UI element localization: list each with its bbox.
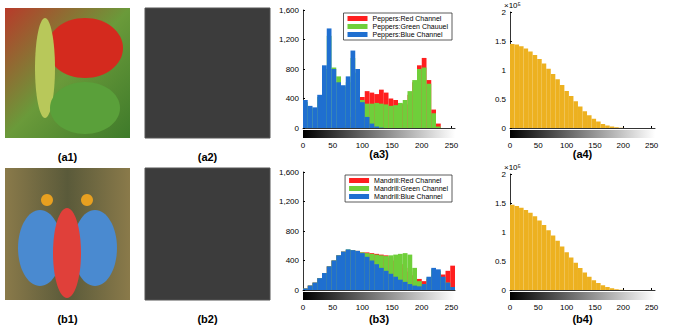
svg-text:400: 400 [286,94,300,103]
svg-text:(b1): (b1) [57,313,78,325]
svg-text:50: 50 [328,303,337,312]
svg-text:1,200: 1,200 [279,197,300,206]
svg-text:100: 100 [356,303,370,312]
svg-text:0.5: 0.5 [495,95,507,104]
svg-text:0: 0 [508,141,513,150]
svg-text:1,200: 1,200 [279,35,300,44]
svg-text:0: 0 [295,286,300,295]
svg-text:0: 0 [301,141,306,150]
svg-text:200: 200 [617,141,631,150]
svg-text:250: 250 [645,141,659,150]
svg-text:1.5: 1.5 [495,37,507,46]
svg-text:(b4): (b4) [572,313,593,325]
svg-text:(b3): (b3) [369,313,390,325]
svg-text:1.5: 1.5 [495,199,507,208]
svg-text:2: 2 [502,170,507,179]
svg-text:250: 250 [445,141,459,150]
svg-text:150: 150 [588,141,602,150]
svg-text:Peppers:Blue Channel: Peppers:Blue Channel [373,31,443,39]
svg-text:50: 50 [534,141,543,150]
svg-text:(b2): (b2) [197,313,218,325]
svg-text:0: 0 [508,303,513,312]
svg-text:100: 100 [560,141,574,150]
svg-text:Mandrill:Green Channel: Mandrill:Green Channel [374,185,448,192]
svg-text:50: 50 [328,141,337,150]
svg-text:×10⁵: ×10⁵ [504,163,521,172]
svg-text:200: 200 [415,303,429,312]
svg-text:(a4): (a4) [572,147,593,160]
svg-text:Mandrill:Red Channel: Mandrill:Red Channel [374,177,442,184]
svg-text:(a2): (a2) [198,151,218,163]
svg-text:150: 150 [385,303,399,312]
svg-text:400: 400 [286,256,300,265]
svg-text:250: 250 [645,303,659,312]
svg-text:100: 100 [560,303,574,312]
svg-text:0: 0 [301,303,306,312]
svg-text:1: 1 [502,228,507,237]
svg-text:1,600: 1,600 [279,168,300,177]
svg-text:150: 150 [588,303,602,312]
svg-text:0: 0 [502,124,507,133]
svg-text:1: 1 [502,66,507,75]
svg-text:(a3): (a3) [369,147,389,160]
svg-text:(a1): (a1) [58,151,78,163]
svg-text:250: 250 [445,303,459,312]
svg-text:Peppers:Green Chauuel: Peppers:Green Chauuel [373,23,449,31]
svg-text:50: 50 [534,303,543,312]
svg-text:Mandrill:Blue Channel: Mandrill:Blue Channel [374,193,443,200]
svg-text:0: 0 [295,124,300,133]
svg-text:150: 150 [385,141,399,150]
svg-text:Peppers:Red Channel: Peppers:Red Channel [373,15,442,23]
svg-text:100: 100 [356,141,370,150]
svg-text:200: 200 [415,141,429,150]
svg-text:200: 200 [617,303,631,312]
svg-text:800: 800 [286,65,300,74]
svg-text:2: 2 [502,8,507,17]
svg-text:1,600: 1,600 [279,6,300,15]
svg-text:0.5: 0.5 [495,257,507,266]
svg-text:800: 800 [286,227,300,236]
svg-text:×10⁵: ×10⁵ [504,1,521,10]
svg-text:0: 0 [502,286,507,295]
